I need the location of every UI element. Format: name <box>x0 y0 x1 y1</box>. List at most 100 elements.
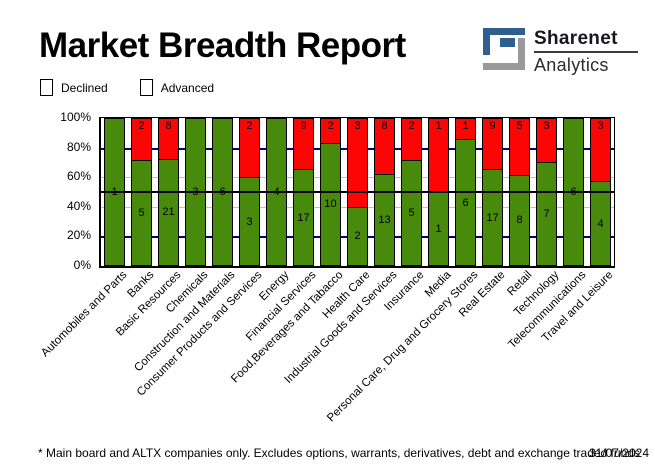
advanced-segment: 17 <box>482 169 503 266</box>
advanced-segment: 17 <box>293 169 314 266</box>
y-tick-label-60pct: 60% <box>66 169 91 184</box>
declined-segment: 3 <box>590 118 611 182</box>
advanced-segment: 3 <box>239 177 260 266</box>
x-category-label-consumer-products-and-services: Consumer Products and Services <box>134 269 264 399</box>
report-date: 31/07/2024 <box>588 446 649 460</box>
declined-swatch-icon <box>40 79 53 96</box>
x-category-label-financial-services: Financial Services <box>243 269 318 344</box>
y-tick-label-0pct: 0% <box>73 258 91 272</box>
logo-divider <box>534 51 638 53</box>
x-category-label-travel-and-leisure: Travel and Leisure <box>539 269 615 345</box>
advanced-swatch-icon <box>139 79 153 96</box>
legend-item-declined: Declined <box>40 79 108 96</box>
declined-segment: 1 <box>455 118 476 140</box>
declined-count-label: 9 <box>489 120 496 132</box>
y-tick-label-100pct: 100% <box>60 110 91 124</box>
declined-count-label: 1 <box>435 120 442 132</box>
declined-count-label: 8 <box>165 120 172 132</box>
x-category-label-construction-and-materials: Construction and Materials <box>131 269 237 375</box>
declined-segment: 3 <box>347 118 368 207</box>
y-tick-label-80pct: 80% <box>66 139 91 154</box>
legend-item-advanced: Advanced <box>139 79 215 96</box>
legend-label-advanced: Advanced <box>160 80 215 95</box>
sharenet-logo-icon <box>483 28 525 70</box>
bar-industrial-goods-and-services: 8 13 <box>374 118 395 266</box>
declined-segment: 2 <box>401 118 422 161</box>
x-category-label-technology: Technology <box>511 269 561 319</box>
declined-count-label: 2 <box>246 120 253 132</box>
advanced-count-label: 8 <box>516 214 523 227</box>
advanced-segment: 2 <box>347 206 368 266</box>
declined-segment: 2 <box>320 118 341 143</box>
bar-basic-resources: 8 21 <box>158 118 179 266</box>
advanced-segment: 13 <box>374 174 395 266</box>
logo-subname: Analytics <box>534 55 609 75</box>
x-category-label-industrial-goods-and-services: Industrial Goods and Services <box>282 269 399 386</box>
declined-segment: 1 <box>428 118 449 192</box>
advanced-count-label: 21 <box>162 206 175 219</box>
plot-area: 12582136234917210328132511169175837634 <box>99 117 615 268</box>
advanced-segment: 10 <box>320 142 341 266</box>
legend-label-declined: Declined <box>61 80 108 95</box>
x-category-label-basic-resources: Basic Resources <box>113 269 183 339</box>
sharenet-logo: Sharenet Analytics <box>483 28 638 75</box>
declined-segment: 5 <box>509 118 530 175</box>
declined-count-label: 2 <box>327 120 334 132</box>
advanced-segment: 5 <box>401 160 422 266</box>
declined-segment: 8 <box>158 118 179 159</box>
declined-segment: 9 <box>482 118 503 170</box>
declined-count-label: 3 <box>597 120 604 132</box>
y-tick-label-40pct: 40% <box>66 198 91 213</box>
declined-count-label: 2 <box>408 120 415 132</box>
declined-segment: 9 <box>293 118 314 170</box>
report-title: Market Breadth Report <box>39 26 406 65</box>
advanced-count-label: 6 <box>462 196 469 209</box>
logo-text: Sharenet Analytics <box>534 28 638 75</box>
bar-food-beverages-and-tabacco: 2 10 <box>320 118 341 266</box>
footnote: * Main board and ALTX companies only. Ex… <box>38 446 640 460</box>
y-tick-label-20pct: 20% <box>66 228 91 243</box>
advanced-count-label: 5 <box>138 207 145 220</box>
advanced-count-label: 3 <box>246 215 253 228</box>
declined-count-label: 5 <box>516 120 523 132</box>
advanced-segment: 6 <box>455 139 476 266</box>
x-category-label-retail: Retail <box>504 269 534 299</box>
x-category-label-health-care: Health Care <box>320 269 372 321</box>
logo-name: Sharenet <box>534 28 618 49</box>
advanced-count-label: 7 <box>543 208 550 221</box>
advanced-segment: 7 <box>536 162 557 266</box>
declined-count-label: 8 <box>381 120 388 132</box>
advanced-segment: 8 <box>509 174 530 266</box>
fifty-percent-line <box>101 191 614 193</box>
declined-count-label: 2 <box>138 120 145 132</box>
declined-segment: 2 <box>239 118 260 178</box>
x-category-label-media: Media <box>422 269 453 300</box>
x-category-label-chemicals: Chemicals <box>163 269 210 316</box>
advanced-count-label: 10 <box>324 198 337 211</box>
advanced-segment: 4 <box>590 181 611 266</box>
advanced-count-label: 5 <box>408 207 415 220</box>
chart-legend: Declined Advanced <box>40 79 214 96</box>
x-category-label-telecommunications: Telecommunications <box>505 269 588 352</box>
declined-segment: 3 <box>536 118 557 163</box>
bar-financial-services: 9 17 <box>293 118 314 266</box>
advanced-count-label: 1 <box>435 223 442 235</box>
y-axis-labels: 0% 20% 40% 60% 80% 100% <box>0 110 94 272</box>
x-category-label-personal-care-drug-and-grocery-stores: Personal Care, Drug and Grocery Stores <box>324 269 480 425</box>
x-category-label-automobiles-and-parts: Automobiles and Parts <box>38 269 129 360</box>
advanced-count-label: 2 <box>354 230 361 243</box>
advanced-count-label: 4 <box>597 217 604 230</box>
x-category-label-food-beverages-and-tabacco: Food,Beverages and Tabacco <box>228 269 345 386</box>
advanced-count-label: 17 <box>297 211 310 224</box>
declined-segment: 8 <box>374 118 395 175</box>
x-category-label-insurance: Insurance <box>381 269 426 314</box>
x-category-label-energy: Energy <box>256 269 291 304</box>
